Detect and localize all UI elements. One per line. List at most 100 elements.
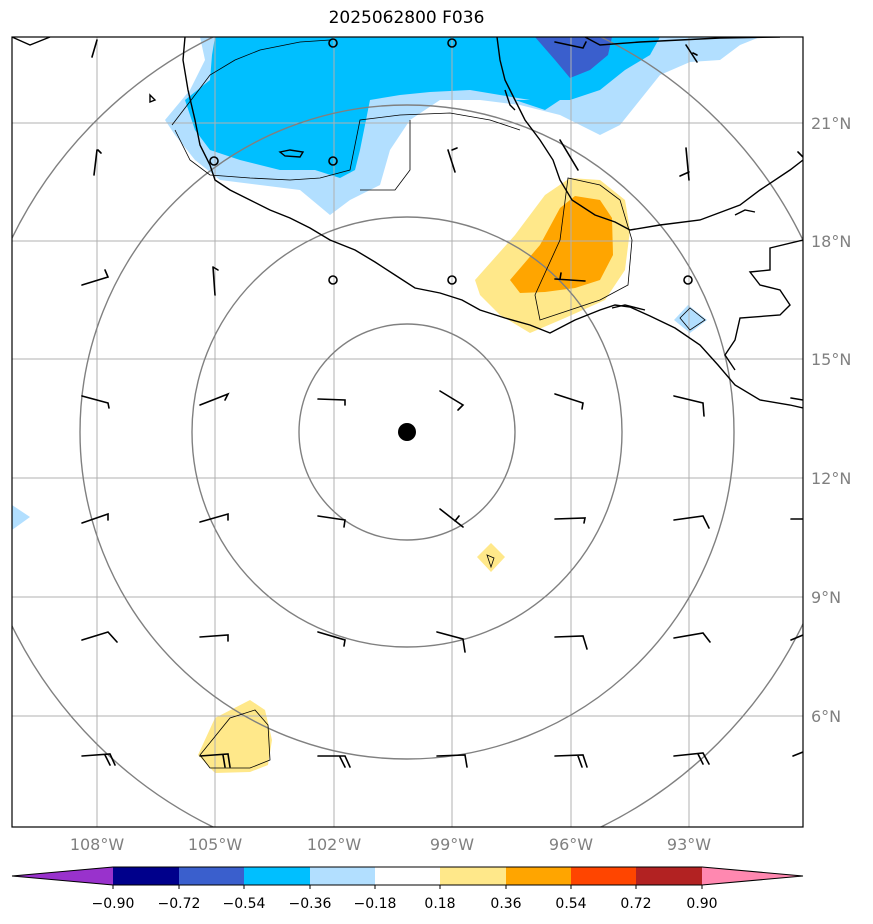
lat-label: 15°N xyxy=(811,350,851,369)
lat-label: 12°N xyxy=(811,469,851,488)
wind-barb xyxy=(554,393,584,410)
colorbar-label: 0.36 xyxy=(490,896,521,912)
wind-barb xyxy=(439,390,465,411)
colorbar-segment xyxy=(113,867,179,885)
colorbar-segment xyxy=(506,867,571,885)
colorbar-label: −0.36 xyxy=(289,896,332,912)
plot-title: 2025062800 F036 xyxy=(328,8,485,28)
wind-barb xyxy=(554,754,588,768)
latitude-labels: 21°N 18°N 15°N 12°N 9°N 6°N xyxy=(811,114,851,726)
colorbar-label: 0.72 xyxy=(620,896,651,912)
range-ring-1 xyxy=(298,323,516,541)
lat-label: 21°N xyxy=(811,114,851,133)
wind-barb xyxy=(199,753,231,768)
colorbar-segment xyxy=(571,867,636,885)
wind-barb xyxy=(673,515,710,529)
lon-label: 99°W xyxy=(430,835,474,854)
wind-barb xyxy=(199,634,229,642)
calm-circle xyxy=(209,156,219,166)
wind-barb xyxy=(317,515,346,528)
lon-label: 105°W xyxy=(188,835,243,854)
colorbar-segment xyxy=(310,867,375,885)
wind-barb xyxy=(81,269,110,286)
wind-barb xyxy=(797,151,803,158)
calm-circle xyxy=(447,275,457,285)
small-yellow-spot xyxy=(477,543,505,572)
wind-barb xyxy=(81,395,110,409)
calm-circle xyxy=(328,38,338,48)
lat-label: 9°N xyxy=(811,588,841,607)
wind-barb xyxy=(317,755,351,768)
wind-barb xyxy=(685,44,698,63)
wind-barb xyxy=(554,41,587,49)
wind-barb xyxy=(436,631,466,653)
positive-contours xyxy=(198,178,630,773)
wind-barb xyxy=(93,149,102,176)
negative-contours xyxy=(12,37,760,530)
wind-barb xyxy=(317,398,346,406)
calm-circle xyxy=(328,156,338,166)
wind-barb xyxy=(559,139,579,171)
wind-barb xyxy=(554,517,586,524)
blue-region xyxy=(185,37,660,178)
wind-barb xyxy=(91,39,98,58)
contour-outlines xyxy=(171,39,706,769)
wind-barb xyxy=(673,752,710,765)
wind-barb xyxy=(317,631,346,647)
map-frame xyxy=(11,36,804,828)
colorbar-label: −0.90 xyxy=(92,896,135,912)
wind-barb xyxy=(673,395,705,417)
wind-barb xyxy=(790,634,803,641)
lon-label: 102°W xyxy=(307,835,362,854)
colorbar: −0.90 −0.72 −0.54 −0.36 −0.18 0.18 0.36 … xyxy=(11,866,804,912)
wind-barb xyxy=(554,272,586,282)
calm-circle xyxy=(447,38,457,48)
range-ring-3 xyxy=(79,104,735,760)
wind-barb xyxy=(673,632,711,643)
wind-barb xyxy=(81,512,109,524)
colorbar-label: 0.18 xyxy=(424,896,455,912)
colorbar-segment xyxy=(179,867,244,885)
wind-barb xyxy=(679,147,690,181)
range-rings xyxy=(12,37,803,827)
longitude-labels: 108°W 105°W 102°W 99°W 96°W 93°W xyxy=(70,835,711,854)
wind-barbs xyxy=(81,38,803,768)
wind-barb xyxy=(439,508,464,528)
lat-label: 6°N xyxy=(811,707,841,726)
wind-barb xyxy=(199,512,229,523)
colorbar-segment xyxy=(244,867,310,885)
colorbar-segment xyxy=(375,867,440,885)
colorbar-label: −0.18 xyxy=(354,896,397,912)
coastline xyxy=(12,37,803,409)
wind-barb xyxy=(199,392,230,406)
colorbar-segment xyxy=(636,867,702,885)
wind-barb xyxy=(436,754,468,768)
colorbar-label: −0.72 xyxy=(158,896,201,912)
calm-circle xyxy=(328,275,338,285)
edge-light-blue-spot xyxy=(12,505,30,530)
colorbar-label: 0.54 xyxy=(555,896,586,912)
orange-region xyxy=(510,196,613,293)
wind-barb xyxy=(792,751,803,757)
dark-blue-region xyxy=(535,37,612,78)
colorbar-extend-high xyxy=(702,867,803,885)
wind-barb xyxy=(447,147,458,173)
lat-label: 18°N xyxy=(811,232,851,251)
storm-center-dot xyxy=(398,423,416,441)
range-ring-2 xyxy=(191,216,623,648)
calm-circle xyxy=(683,275,693,285)
small-light-blue-spot xyxy=(674,305,707,333)
colorbar-extend-low xyxy=(12,867,113,885)
graticule xyxy=(12,37,803,827)
colorbar-segment xyxy=(440,867,506,885)
colorbar-label: −0.54 xyxy=(223,896,266,912)
wind-barb xyxy=(554,635,588,650)
lon-label: 93°W xyxy=(667,835,711,854)
wind-barb xyxy=(790,397,803,401)
wind-barb xyxy=(81,631,118,643)
colorbar-label: 0.90 xyxy=(686,896,717,912)
wind-barb xyxy=(212,266,219,296)
lon-label: 108°W xyxy=(70,835,125,854)
blue-inner-region xyxy=(515,100,560,110)
